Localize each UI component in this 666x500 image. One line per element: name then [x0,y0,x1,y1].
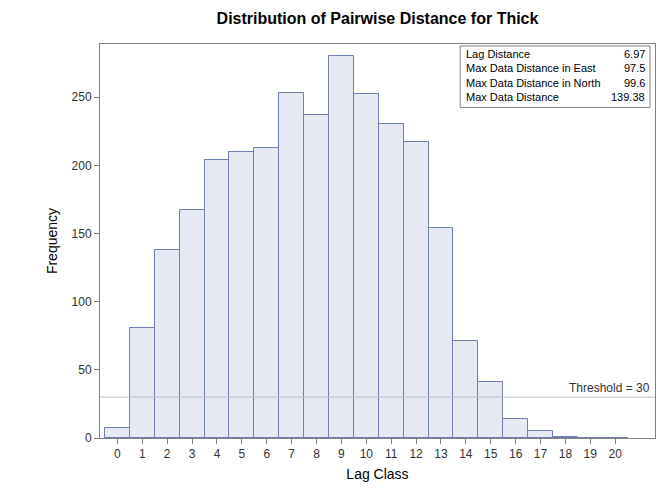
svg-text:0: 0 [114,447,121,461]
svg-text:10: 10 [360,447,374,461]
svg-text:200: 200 [72,159,92,173]
svg-text:99.6: 99.6 [624,77,645,89]
svg-text:Max Data Distance in East: Max Data Distance in East [466,62,596,74]
svg-text:13: 13 [434,447,448,461]
svg-text:150: 150 [72,227,92,241]
svg-text:100: 100 [72,295,92,309]
svg-text:15: 15 [484,447,498,461]
svg-text:Frequency: Frequency [44,208,60,274]
svg-text:Lag Distance: Lag Distance [466,48,530,60]
svg-text:16: 16 [509,447,523,461]
svg-text:Max Data Distance in North: Max Data Distance in North [466,77,601,89]
svg-text:9: 9 [338,447,345,461]
svg-text:7: 7 [288,447,295,461]
svg-text:19: 19 [584,447,598,461]
svg-text:50: 50 [78,363,92,377]
svg-text:5: 5 [239,447,246,461]
svg-text:2: 2 [164,447,171,461]
svg-text:139.38: 139.38 [611,91,645,103]
svg-text:Lag Class: Lag Class [346,466,408,482]
svg-text:6: 6 [263,447,270,461]
svg-text:0: 0 [85,431,92,445]
svg-text:Distribution of Pairwise Dista: Distribution of Pairwise Distance for Th… [217,10,539,27]
svg-text:1: 1 [139,447,146,461]
svg-text:6.97: 6.97 [624,48,645,60]
svg-text:3: 3 [189,447,196,461]
svg-text:Max Data Distance: Max Data Distance [466,91,559,103]
svg-text:11: 11 [385,447,398,461]
svg-text:4: 4 [214,447,221,461]
svg-text:14: 14 [459,447,473,461]
svg-text:97.5: 97.5 [624,62,645,74]
svg-text:20: 20 [609,447,623,461]
svg-text:12: 12 [409,447,423,461]
svg-text:17: 17 [534,447,548,461]
svg-text:250: 250 [72,90,92,104]
svg-text:Threshold = 30: Threshold = 30 [569,381,650,395]
svg-text:8: 8 [313,447,320,461]
svg-text:18: 18 [559,447,573,461]
